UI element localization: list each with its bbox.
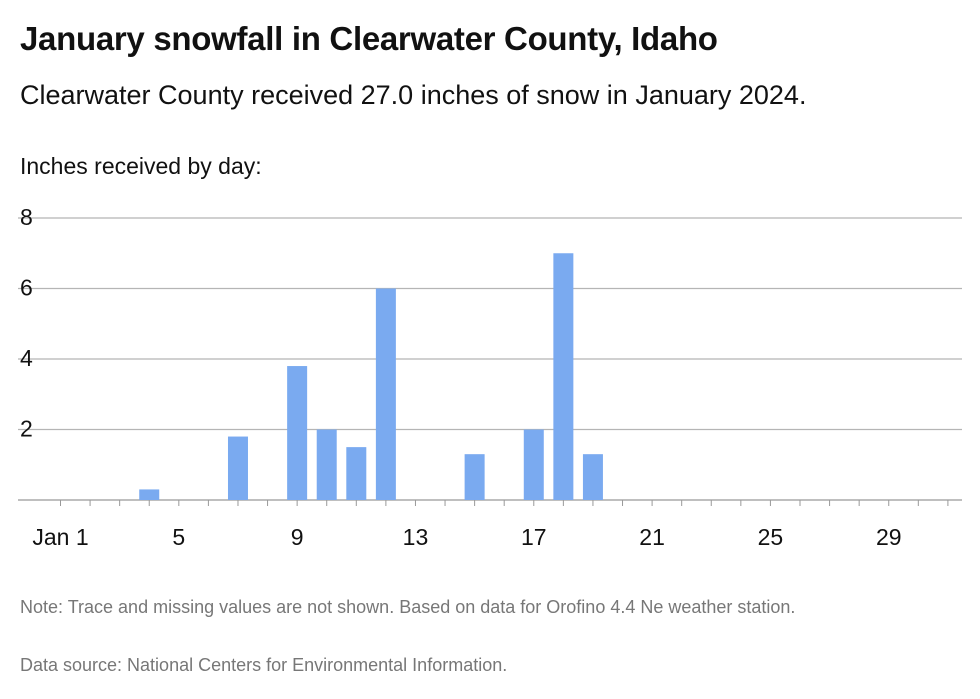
chart-note: Note: Trace and missing values are not s… bbox=[20, 597, 796, 617]
x-tick-label: 25 bbox=[758, 524, 784, 550]
x-tick-labels: Jan 1 5 9 13 17 21 25 29 bbox=[32, 524, 901, 550]
y-tick-label: 4 bbox=[20, 345, 33, 371]
gridlines bbox=[18, 217, 962, 506]
x-tick-label: 9 bbox=[291, 524, 304, 550]
bar-jan-18 bbox=[553, 253, 574, 500]
bar-jan-19 bbox=[582, 454, 603, 500]
data-source: Data source: National Centers for Enviro… bbox=[20, 655, 508, 675]
bars bbox=[139, 253, 603, 500]
bar-jan-4 bbox=[139, 489, 160, 500]
y-axis-label: Inches received by day: bbox=[20, 153, 262, 179]
bar-jan-12 bbox=[375, 288, 396, 500]
bar-jan-7 bbox=[227, 436, 248, 500]
x-tick-label: 21 bbox=[639, 524, 665, 550]
bar-jan-15 bbox=[464, 454, 485, 500]
page-title: January snowfall in Clearwater County, I… bbox=[20, 20, 718, 57]
bar-jan-17 bbox=[523, 429, 544, 500]
x-tick-label: Jan 1 bbox=[32, 524, 88, 550]
y-tick-label: 6 bbox=[20, 275, 33, 301]
y-tick-label: 2 bbox=[20, 416, 33, 442]
x-tick-label: 5 bbox=[172, 524, 185, 550]
bar-jan-9 bbox=[287, 366, 308, 500]
bar-jan-11 bbox=[346, 447, 367, 500]
page-subtitle: Clearwater County received 27.0 inches o… bbox=[20, 80, 807, 110]
snowfall-bar-chart: 2 4 6 8 Jan 1 5 9 13 17 21 25 29 bbox=[18, 204, 962, 550]
x-tick-label: 17 bbox=[521, 524, 547, 550]
y-tick-labels: 2 4 6 8 bbox=[20, 204, 33, 442]
y-tick-label: 8 bbox=[20, 204, 33, 230]
bar-jan-10 bbox=[316, 429, 337, 500]
x-tick-label: 13 bbox=[403, 524, 429, 550]
x-tick-label: 29 bbox=[876, 524, 902, 550]
